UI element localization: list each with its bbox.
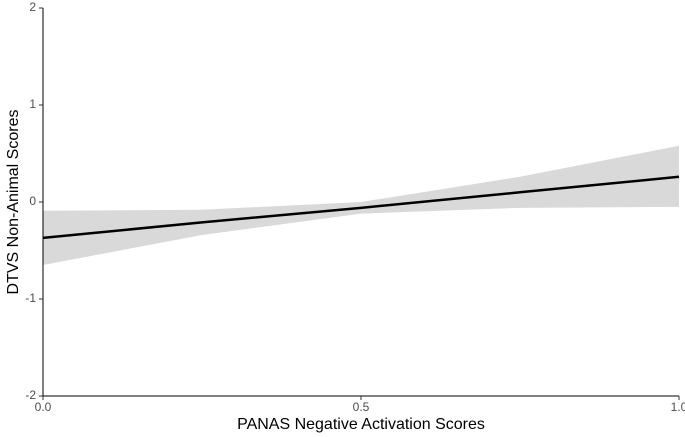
y-tick-label: 2 (29, 0, 36, 14)
y-axis-title: DTVS Non-Animal Scores (5, 110, 22, 295)
y-tick-label: -1 (25, 291, 36, 305)
regression-line (42, 175, 680, 240)
y-tick-label: 1 (29, 97, 36, 111)
x-tick-label: 0.5 (353, 400, 370, 414)
confidence-band (43, 145, 679, 266)
x-tick-label: 1.0 (671, 400, 685, 414)
y-tick-label: -2 (25, 388, 36, 402)
y-tick-label: 0 (29, 194, 36, 208)
x-axis-title: PANAS Negative Activation Scores (237, 416, 485, 433)
x-tick-label: 0.0 (35, 400, 52, 414)
